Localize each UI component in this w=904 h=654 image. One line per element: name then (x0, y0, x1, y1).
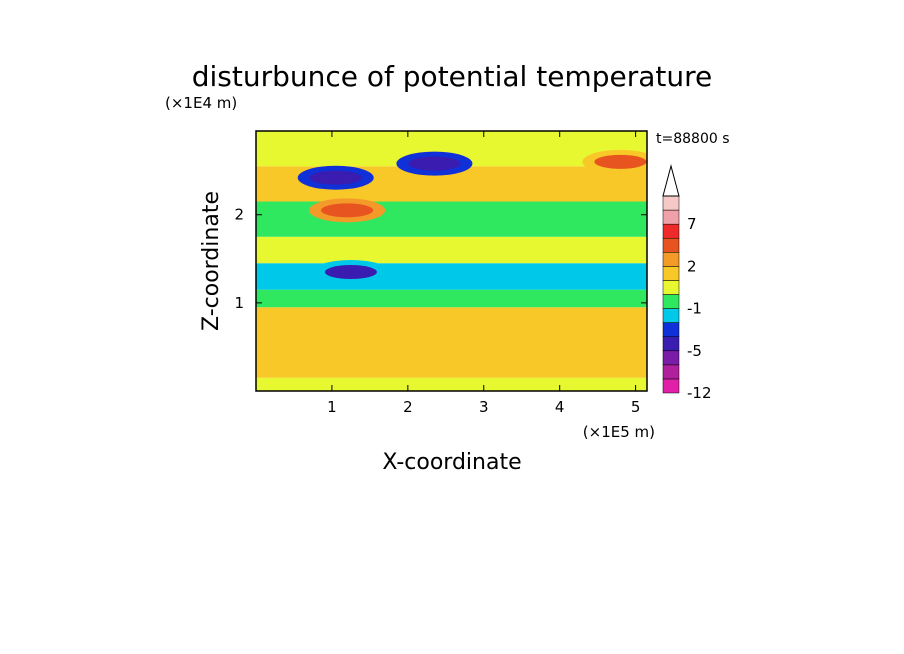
colorbar-label: -12 (687, 384, 712, 402)
colorbar-swatch (662, 308, 680, 323)
colorbar-swatch (662, 280, 680, 295)
colorbar: 7 2 -1 -5 -12 (662, 164, 712, 402)
chart-title: disturbunce of potential temperature (192, 60, 713, 93)
x-tick-label: 5 (631, 398, 641, 416)
plot-frame (255, 130, 648, 392)
colorbar-swatch (662, 364, 680, 380)
time-label: t=88800 s (656, 131, 730, 147)
y-tick-label: 1 (234, 294, 244, 312)
colorbar-swatch (662, 322, 680, 337)
x-tick-label: 2 (403, 398, 413, 416)
x-axis-ticks: 1 2 3 4 5 (327, 131, 640, 416)
colorbar-swatch (662, 223, 680, 239)
colorbar-label: -1 (687, 300, 702, 318)
field-anomaly-core (324, 265, 377, 280)
colorbar-swatch (662, 195, 680, 211)
y-axis-ticks: 12 (234, 206, 647, 312)
field-layer (256, 377, 647, 391)
field-anomaly-core (408, 156, 461, 171)
colorbar-swatch (662, 209, 680, 225)
y-axis-title: Z-coordinate (199, 191, 224, 331)
colorbar-swatch (662, 350, 680, 366)
colorbar-swatch (662, 336, 680, 352)
colorbar-extend-arrow (662, 164, 680, 197)
colorbar-label: -5 (687, 342, 702, 360)
x-axis-title: X-coordinate (382, 450, 521, 475)
contour-field (256, 131, 647, 391)
y-unit-label: (×1E4 m) (165, 94, 237, 112)
x-tick-label: 1 (327, 398, 337, 416)
field-layer (256, 307, 647, 378)
x-unit-label: (×1E5 m) (583, 423, 655, 441)
field-anomaly-core (594, 154, 647, 169)
y-tick-label: 2 (234, 206, 244, 224)
field-layer (256, 289, 647, 308)
field-anomaly-core (321, 203, 374, 218)
x-tick-label: 4 (555, 398, 565, 416)
field-anomaly-core (309, 170, 362, 185)
field-layer (256, 236, 647, 264)
x-tick-label: 3 (479, 398, 489, 416)
colorbar-swatch (662, 237, 680, 253)
field-layer (256, 263, 647, 290)
colorbar-label: 7 (687, 215, 697, 233)
colorbar-swatch (662, 294, 680, 309)
colorbar-label: 2 (687, 257, 697, 275)
colorbar-swatch (662, 266, 680, 281)
colorbar-swatch (662, 252, 680, 267)
colorbar-swatch (662, 378, 680, 394)
